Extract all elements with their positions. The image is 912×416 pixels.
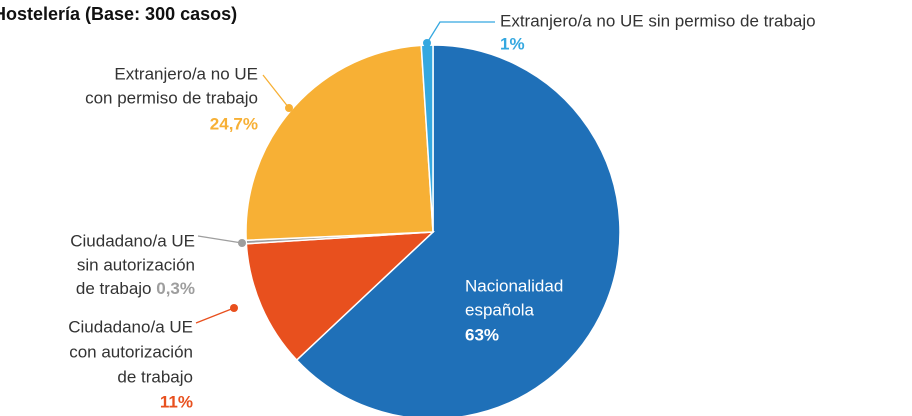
slice-label: con autorización: [69, 342, 193, 361]
pie-slice: [245, 231, 436, 362]
leader-line: [197, 235, 243, 244]
leader-dot: [238, 239, 246, 247]
chart-title: Hostelería (Base: 300 casos): [0, 4, 237, 24]
value-label: 24,7%: [210, 114, 258, 133]
slice-label: de trabajo 0,3%: [76, 279, 195, 298]
leader-line: [262, 74, 290, 109]
leader-dot: [285, 104, 293, 112]
pie-slice: [245, 44, 434, 242]
slice-label: Extranjero/a no UE sin permiso de trabaj…: [500, 11, 816, 30]
leader-line: [426, 21, 495, 44]
value-label: 0,3%: [156, 279, 195, 298]
pie-slice: [295, 44, 621, 416]
slice-label: Ciudadano/a UE: [68, 317, 193, 336]
slice-label-line: de trabajo: [76, 279, 152, 298]
slice-label: Extranjero/a no UE: [114, 64, 258, 83]
value-label: 1%: [500, 34, 525, 53]
slice-label: española: [465, 300, 535, 319]
slice-label: con permiso de trabajo: [85, 88, 258, 107]
slice-label: Ciudadano/a UE: [70, 231, 195, 250]
value-label: 63%: [465, 325, 499, 344]
slice-label: sin autorización: [77, 255, 195, 274]
value-label: 11%: [160, 392, 193, 411]
leader-line: [195, 307, 235, 324]
leader-dot: [230, 304, 238, 312]
leader-dot: [423, 39, 431, 47]
slice-label: Nacionalidad: [465, 276, 563, 295]
slice-label: de trabajo: [117, 367, 193, 386]
